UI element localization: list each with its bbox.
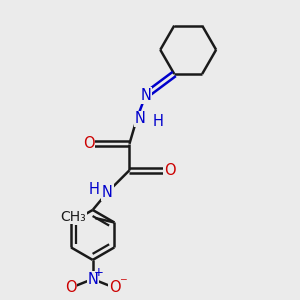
Text: N: N	[134, 111, 145, 126]
Text: O: O	[109, 280, 121, 295]
Text: O: O	[65, 280, 76, 295]
Text: H: H	[89, 182, 100, 197]
Text: ⁻: ⁻	[119, 275, 127, 290]
Text: N: N	[87, 272, 98, 286]
Text: CH₃: CH₃	[60, 210, 86, 224]
Text: O: O	[83, 136, 95, 151]
Text: N: N	[102, 185, 113, 200]
Text: O: O	[164, 163, 176, 178]
Text: N: N	[140, 88, 151, 103]
Text: H: H	[152, 114, 164, 129]
Text: +: +	[94, 266, 104, 279]
